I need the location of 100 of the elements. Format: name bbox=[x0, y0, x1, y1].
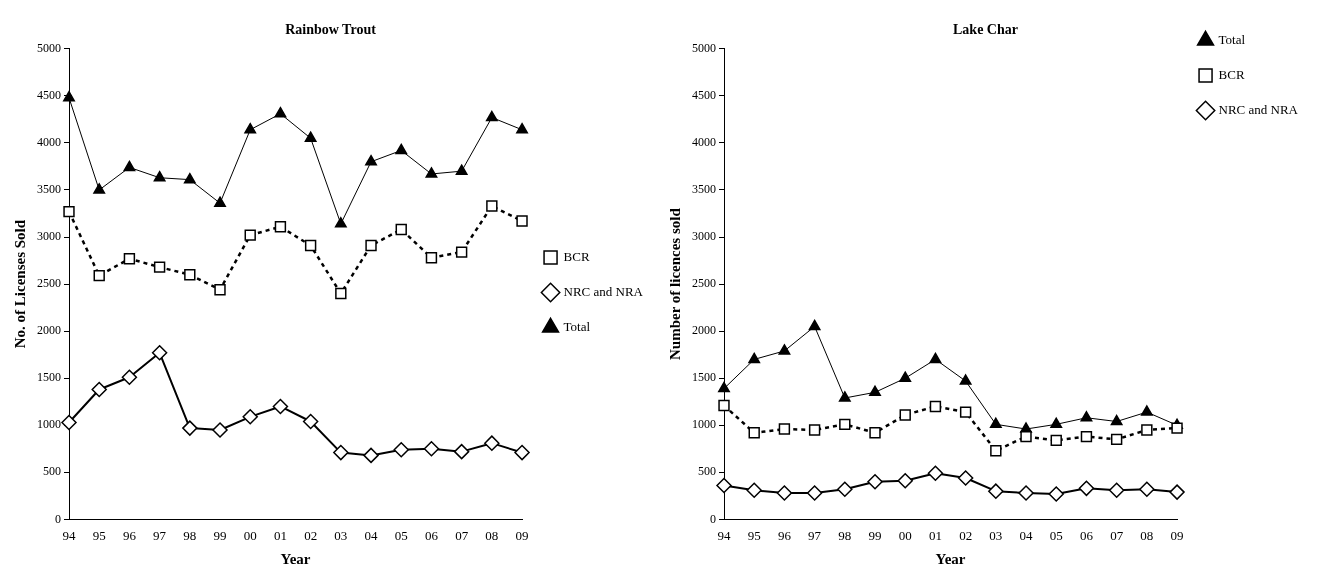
point bbox=[516, 122, 528, 134]
point bbox=[365, 239, 377, 252]
point bbox=[334, 217, 347, 228]
y-tick-label: 500 bbox=[43, 464, 61, 479]
y-tick-label: 3500 bbox=[692, 182, 716, 197]
y-tick-label: 1000 bbox=[692, 417, 716, 432]
point bbox=[93, 269, 105, 282]
x-tick-label: 09 bbox=[515, 527, 529, 543]
x-tick-label: 09 bbox=[1170, 527, 1184, 543]
y-tick-label: 1000 bbox=[37, 417, 61, 432]
x-tick-label: 01 bbox=[273, 527, 287, 543]
point bbox=[776, 485, 793, 501]
point bbox=[1141, 424, 1153, 436]
y-tick-label: 0 bbox=[55, 511, 61, 526]
point bbox=[1050, 417, 1063, 429]
point bbox=[395, 223, 407, 236]
point bbox=[123, 160, 136, 172]
point bbox=[151, 345, 168, 361]
legend-label: NRC and NRA bbox=[1218, 101, 1299, 117]
x-axis-title: Year bbox=[280, 550, 311, 567]
point bbox=[929, 352, 942, 364]
point bbox=[272, 398, 289, 415]
chart-title: Lake Char bbox=[953, 22, 1018, 38]
point bbox=[486, 200, 498, 212]
x-tick-label: 00 bbox=[898, 527, 912, 543]
point bbox=[959, 406, 972, 418]
point bbox=[242, 409, 258, 425]
y-tick-label: 2000 bbox=[692, 323, 716, 338]
x-tick-label: 08 bbox=[1140, 527, 1154, 543]
y-tick-label: 1500 bbox=[692, 370, 716, 385]
point bbox=[1110, 433, 1123, 446]
y-tick-label: 3000 bbox=[692, 229, 716, 244]
point bbox=[212, 422, 228, 438]
point bbox=[929, 400, 942, 413]
point bbox=[899, 409, 911, 421]
point bbox=[153, 261, 166, 273]
point bbox=[1169, 484, 1185, 500]
legend-label: NRC and NRA bbox=[563, 283, 644, 299]
point bbox=[989, 417, 1002, 429]
y-tick-label: 4000 bbox=[37, 135, 61, 150]
point bbox=[333, 444, 349, 461]
point bbox=[365, 154, 377, 166]
point bbox=[869, 385, 881, 397]
point bbox=[897, 473, 913, 489]
point bbox=[455, 246, 468, 258]
y-tick-label: 5000 bbox=[37, 40, 61, 55]
point bbox=[453, 443, 470, 460]
legend-label: Total bbox=[563, 318, 591, 334]
point bbox=[63, 205, 75, 218]
x-tick-label: 02 bbox=[959, 527, 973, 543]
x-tick-label: 00 bbox=[243, 527, 257, 543]
point bbox=[455, 164, 468, 175]
y-tick-label: 3000 bbox=[37, 229, 61, 244]
point bbox=[748, 427, 760, 439]
y-tick-label: 4500 bbox=[692, 88, 716, 103]
point bbox=[302, 413, 319, 430]
point bbox=[1171, 422, 1183, 434]
point bbox=[867, 474, 883, 490]
legend-label: BCR bbox=[563, 248, 590, 264]
point bbox=[304, 131, 317, 142]
x-tick-label: 03 bbox=[334, 527, 348, 543]
point bbox=[425, 252, 438, 264]
x-tick-label: 08 bbox=[485, 527, 499, 543]
point bbox=[748, 352, 761, 364]
point bbox=[425, 167, 438, 178]
x-tick-label: 06 bbox=[1079, 527, 1094, 543]
point bbox=[244, 229, 256, 241]
x-axis-title: Year bbox=[935, 550, 966, 567]
point bbox=[899, 371, 912, 382]
point bbox=[395, 143, 408, 155]
point bbox=[516, 215, 528, 227]
point bbox=[990, 444, 1002, 457]
point bbox=[746, 482, 762, 498]
y-tick-label: 2000 bbox=[37, 323, 61, 338]
point bbox=[1020, 430, 1032, 443]
point bbox=[1140, 405, 1153, 416]
point bbox=[869, 427, 881, 439]
y-tick-label: 4500 bbox=[37, 88, 61, 103]
point bbox=[716, 477, 732, 494]
point bbox=[959, 374, 972, 385]
point bbox=[274, 106, 287, 118]
point bbox=[244, 122, 257, 134]
point bbox=[1018, 485, 1034, 501]
chart-title: Rainbow Trout bbox=[285, 22, 377, 38]
y-tick-label: 4000 bbox=[692, 135, 716, 150]
x-tick-label: 98 bbox=[838, 527, 852, 543]
x-tick-label: 05 bbox=[1049, 527, 1063, 543]
x-tick-label: 94 bbox=[717, 527, 731, 543]
y-axis-title: No. of Licenses Sold bbox=[11, 219, 28, 349]
x-tick-label: 94 bbox=[62, 527, 76, 543]
point bbox=[1139, 481, 1155, 498]
point bbox=[837, 481, 853, 498]
legend-label: BCR bbox=[1218, 66, 1245, 82]
point bbox=[363, 447, 379, 464]
point bbox=[61, 414, 77, 431]
point bbox=[839, 418, 851, 431]
y-tick-label: 500 bbox=[698, 464, 716, 479]
point bbox=[183, 172, 196, 184]
x-tick-label: 04 bbox=[364, 527, 379, 543]
point bbox=[1050, 434, 1062, 447]
